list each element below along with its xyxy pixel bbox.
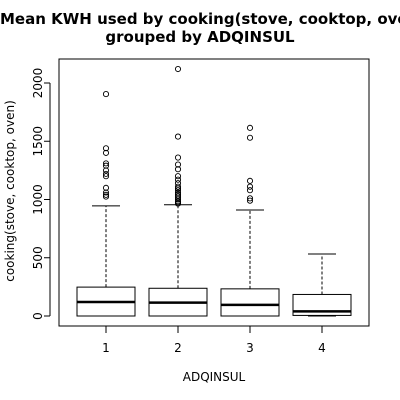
outlier-point (246, 124, 254, 131)
x-axis-label: ADQINSUL (183, 370, 246, 384)
x-tick-label: 4 (318, 341, 326, 355)
outlier-point (174, 189, 182, 196)
y-axis: 0 500 1000 1500 2000 (31, 68, 51, 320)
box-iqr (220, 288, 280, 317)
outlier-point (174, 65, 182, 73)
y-tick-label: 1000 (31, 184, 45, 215)
outlier-point (246, 177, 254, 184)
box-series (76, 65, 352, 317)
outlier-point (102, 189, 110, 196)
chart-title-line-1: Mean KWH used by cooking(stove, cooktop,… (0, 10, 400, 28)
outlier-point (102, 160, 110, 167)
x-tick-label: 3 (246, 341, 254, 355)
outlier-point (102, 191, 110, 198)
outlier-point (102, 145, 110, 152)
y-tick-label: 500 (31, 246, 45, 269)
y-tick-label: 2000 (31, 68, 45, 99)
box-group-1 (76, 91, 136, 317)
outlier-point (174, 187, 182, 194)
y-tick-label: 1500 (31, 126, 45, 157)
outlier-point (174, 192, 182, 200)
outlier-point (102, 193, 110, 200)
chart-title-line-2: grouped by ADQINSUL (105, 28, 295, 46)
outlier-point (246, 197, 254, 204)
y-tick-label: 0 (31, 312, 45, 320)
outlier-point (102, 170, 110, 177)
box-group-4 (292, 253, 352, 317)
outlier-point (246, 183, 254, 190)
outlier-point (174, 183, 182, 190)
x-tick-label: 1 (102, 341, 110, 355)
outlier-point (174, 166, 182, 173)
outlier-point (246, 134, 254, 141)
box-group-2 (148, 65, 208, 317)
outlier-point (246, 195, 254, 202)
outlier-point (174, 191, 182, 198)
outlier-point (102, 149, 110, 156)
outlier-point (102, 173, 110, 180)
outlier-point (102, 91, 110, 98)
outlier-point (174, 176, 182, 183)
outlier-point (174, 173, 182, 180)
x-axis: 1 2 3 4 (102, 325, 326, 355)
outlier-point (102, 162, 110, 169)
outlier-point (174, 154, 182, 161)
outlier-point (246, 187, 254, 194)
box-group-3 (220, 124, 280, 317)
chart-title: Mean KWH used by cooking(stove, cooktop,… (0, 10, 400, 50)
outlier-point (174, 161, 182, 168)
y-axis-label: cooking(stove, cooktop, oven) (3, 100, 17, 282)
outlier-point (174, 180, 182, 187)
outlier-point (102, 167, 110, 174)
outlier-point (174, 133, 182, 140)
x-tick-label: 2 (174, 341, 182, 355)
outlier-point (102, 184, 110, 191)
